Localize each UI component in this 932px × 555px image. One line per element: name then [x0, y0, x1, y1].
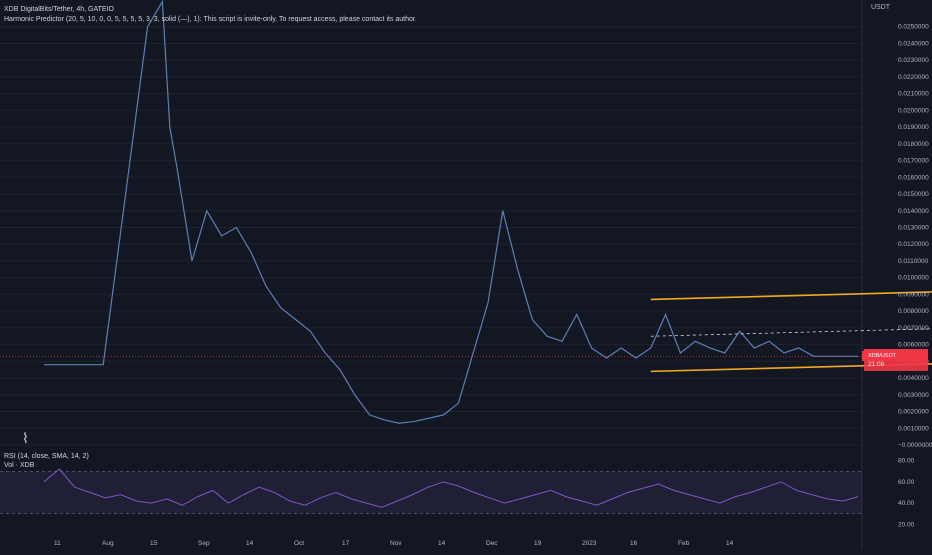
time-tick-label: Nov — [390, 540, 402, 547]
rsi-pane — [0, 468, 862, 515]
time-tick-label: Aug — [102, 540, 114, 547]
countdown-tag: 21:08 — [864, 359, 928, 371]
price-series — [0, 0, 862, 424]
price-tick-label: 0.0240000 — [898, 40, 929, 47]
price-tick-label: 0.0080000 — [898, 308, 929, 315]
price-tick-label: 0.0040000 — [898, 375, 929, 382]
tradingview-logo-icon: ⌇ — [22, 430, 29, 446]
time-tick-label: 15 — [150, 540, 158, 547]
price-tick-label: 0.0140000 — [898, 208, 929, 215]
rsi-band — [0, 471, 862, 514]
symbol-price-tag: XDB/USDT — [862, 351, 902, 361]
price-tick-label: 0.0230000 — [898, 57, 929, 64]
time-tick-label: 2023 — [582, 540, 597, 547]
time-tick-label: Sep — [198, 540, 210, 547]
channel-upper-line — [650, 291, 932, 301]
vol-legend: Vol · XDB — [4, 462, 35, 469]
price-tick-label: 0.0090000 — [898, 291, 929, 298]
price-line — [44, 0, 858, 424]
time-tick-label: 14 — [438, 540, 446, 547]
price-tick-label: 0.0020000 — [898, 409, 929, 416]
price-tick-label: 0.0110000 — [898, 258, 929, 265]
price-tick-label: 0.0200000 — [898, 107, 929, 114]
rsi-tick-label: 80.00 — [898, 458, 915, 465]
price-tick-label: 0.0150000 — [898, 191, 929, 198]
price-tick-label: 0.0180000 — [898, 141, 929, 148]
rsi-legend: RSI (14, close, SMA, 14, 2) — [4, 453, 89, 460]
price-tick-label: −0.0000000 — [898, 442, 932, 449]
price-tick-label: 0.0060000 — [898, 342, 929, 349]
time-tick-label: Feb — [678, 540, 690, 547]
price-tick-label: 0.0170000 — [898, 158, 929, 165]
time-tick-label: Dec — [486, 540, 498, 547]
currency-label: USDT — [870, 4, 890, 11]
time-tick-label: 14 — [246, 540, 254, 547]
time-tick-label: Oct — [294, 540, 304, 547]
price-tick-label: 0.0100000 — [898, 275, 929, 282]
price-tick-label: 0.0130000 — [898, 225, 929, 232]
price-tick-label: 0.0250000 — [898, 24, 929, 31]
time-tick-label: 11 — [54, 540, 61, 547]
rsi-tick-label: 40.00 — [898, 500, 915, 507]
channel-middle-line — [650, 328, 932, 337]
time-tick-label: 19 — [534, 540, 542, 547]
price-tick-label: 0.0120000 — [898, 241, 929, 248]
time-axis[interactable]: 11 Aug 15 Sep 14 Oct 17 Nov 14 Dec 19 2023 16 Feb 14 — [54, 540, 734, 547]
price-tick-label: 0.0190000 — [898, 124, 929, 131]
rsi-tick-label: 20.00 — [898, 521, 915, 528]
time-tick-label: 16 — [630, 540, 638, 547]
price-tick-label: 0.0220000 — [898, 74, 929, 81]
price-tick-label: 0.0210000 — [898, 91, 929, 98]
price-tick-label: 0.0030000 — [898, 392, 929, 399]
indicator-legend: Harmonic Predictor (20, 5, 10, 0, 0, 5, … — [4, 16, 417, 23]
price-tick-label: 0.0160000 — [898, 174, 929, 181]
rsi-line — [43, 468, 859, 508]
grid-lines — [0, 0, 863, 550]
time-tick-label: 14 — [726, 540, 734, 547]
price-tick-label: 0.0010000 — [898, 425, 929, 432]
price-axis[interactable]: 0.0250000 0.0240000 0.0230000 0.0220000 0.02… — [898, 24, 932, 529]
price-tick-label: 0.0070000 — [898, 325, 929, 332]
time-tick-label: 17 — [342, 540, 350, 547]
symbol-title: XDB DigitalBits/Tether, 4h, GATEIO — [4, 6, 114, 13]
rsi-tick-label: 60.00 — [898, 479, 915, 486]
